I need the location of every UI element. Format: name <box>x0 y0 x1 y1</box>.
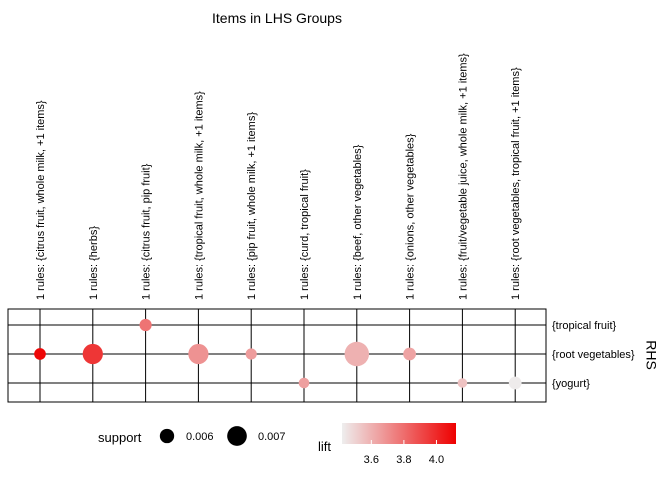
plot-frame <box>7 308 547 403</box>
matrix-points <box>34 318 522 390</box>
support-legend-label: 0.007 <box>258 431 286 443</box>
lift-legend-tick-label: 4.0 <box>429 454 444 466</box>
lift-legend-tick-label: 3.6 <box>364 454 379 466</box>
support-legend-key <box>227 426 247 446</box>
rule-point[interactable] <box>457 378 468 388</box>
lhs-group-labels: 1 rules: {citrus fruit, whole milk, +1 i… <box>35 53 522 300</box>
rule-point[interactable] <box>82 343 103 365</box>
support-legend-key <box>159 428 175 444</box>
lhs-group-label: 1 rules: {beef, other vegetables} <box>352 144 364 300</box>
lhs-group-label: 1 rules: {fruit/vegetable juice, whole m… <box>457 53 469 300</box>
support-size-legend: support 0.006 0.007 <box>98 426 286 446</box>
lhs-group-label: 1 rules: {curd, tropical fruit} <box>299 169 311 300</box>
rhs-item-labels: {tropical fruit} {root vegetables} {yogurt… <box>552 320 635 390</box>
lift-legend-title: lift <box>318 439 331 454</box>
lift-legend-tick-label: 3.8 <box>396 454 411 466</box>
rule-point[interactable] <box>139 318 152 332</box>
rule-point[interactable] <box>245 348 257 360</box>
rhs-item-label: {root vegetables} <box>552 349 635 361</box>
rule-point[interactable] <box>34 348 46 360</box>
lhs-group-label: 1 rules: {tropical fruit, whole milk, +1… <box>193 91 205 300</box>
lift-color-legend: lift 3.6 3.8 4.0 <box>318 423 456 466</box>
rule-point[interactable] <box>188 343 209 365</box>
support-legend-label: 0.006 <box>186 431 214 443</box>
lhs-group-label: 1 rules: {herbs} <box>88 226 100 300</box>
lift-color-bar <box>342 423 456 444</box>
lhs-group-label: 1 rules: {citrus fruit, pip fruit} <box>141 163 153 300</box>
lhs-group-label: 1 rules: {pip fruit, whole milk, +1 item… <box>246 112 258 300</box>
lhs-group-label: 1 rules: {citrus fruit, whole milk, +1 i… <box>35 100 47 300</box>
rhs-item-label: {yogurt} <box>552 378 590 390</box>
lhs-group-label: 1 rules: {onions, other vegetables} <box>405 133 417 300</box>
chart-title: Items in LHS Groups <box>212 10 342 26</box>
lhs-group-label: 1 rules: {root vegetables, tropical frui… <box>510 67 522 300</box>
rhs-item-label: {tropical fruit} <box>552 320 617 332</box>
rhs-axis-title: RHS <box>643 340 659 370</box>
rule-point[interactable] <box>298 377 310 389</box>
rule-point[interactable] <box>403 347 416 361</box>
support-legend-title: support <box>98 430 142 445</box>
rule-point[interactable] <box>344 341 370 367</box>
rule-point[interactable] <box>508 376 522 390</box>
